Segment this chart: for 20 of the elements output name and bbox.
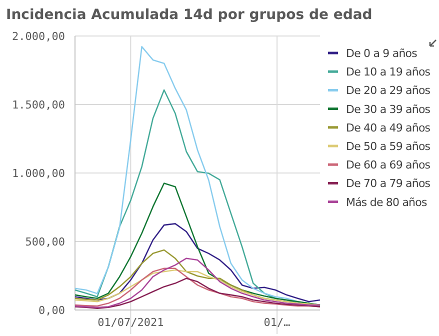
legend-label: De 10 a 19 años [346,66,431,79]
y-tick-label: 500,00 [25,236,65,248]
line-series [74,223,321,302]
legend-label: Más de 80 años [346,196,428,209]
legend-label: De 20 a 29 años [346,84,431,98]
line-series [74,182,321,306]
x-tick-label: 01/07/2021 [98,316,164,329]
y-tick-label: 0,00 [38,304,65,317]
chart-title: Incidencia Acumulada 14d por grupos de edad [6,7,372,23]
line-series [74,89,321,307]
legend-label: De 30 a 39 años [346,102,431,116]
legend-label: De 60 a 69 años [346,158,431,172]
y-tick-label: 1.000,00 [12,167,65,180]
legend-label: De 50 a 59 años [346,140,431,153]
legend-label: De 70 a 79 años [346,177,431,190]
y-tick-label: 1.500,00 [12,98,65,112]
legend-label: De 40 a 49 años [346,121,431,134]
x-tick-label: 01/… [264,316,291,329]
legend-label: De 0 a 9 años [346,47,418,60]
y-tick-label: 2.000,00 [12,30,65,43]
